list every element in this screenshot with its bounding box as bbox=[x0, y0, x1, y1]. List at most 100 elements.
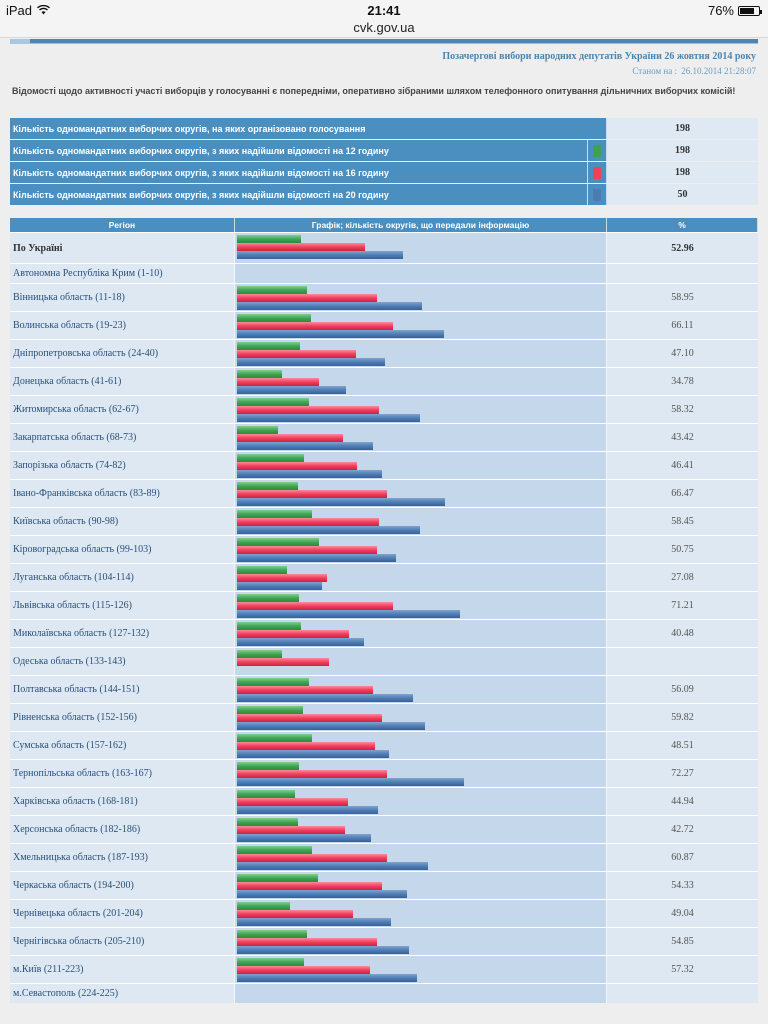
region-name: Тернопільська область (163-167) bbox=[10, 760, 235, 787]
turnout-chart-cell bbox=[235, 816, 607, 843]
table-row: Рівненська область (152-156) 59.82 bbox=[10, 703, 758, 731]
bar-12h bbox=[237, 370, 282, 378]
summary-value: 198 bbox=[607, 140, 758, 161]
as-of-label: Станом на : bbox=[632, 66, 677, 76]
bar-20h bbox=[237, 722, 425, 730]
bar-16h bbox=[237, 826, 345, 834]
bar-20h bbox=[237, 890, 408, 898]
as-of-value: 26.10.2014 21:28:07 bbox=[681, 66, 756, 76]
bar-12h bbox=[237, 286, 307, 294]
table-row: Львівська область (115-126) 71.21 bbox=[10, 591, 758, 619]
bar-12h bbox=[237, 510, 312, 518]
bar-12h bbox=[237, 426, 278, 434]
turnout-chart-cell bbox=[235, 788, 607, 815]
turnout-percent: 54.85 bbox=[607, 928, 758, 955]
region-name: Івано-Франківська область (83-89) bbox=[10, 480, 235, 507]
bar-20h bbox=[237, 918, 391, 926]
battery-percent: 76% bbox=[707, 3, 734, 18]
region-name: Харківська область (168-181) bbox=[10, 788, 235, 815]
legend-swatch-icon bbox=[593, 166, 601, 179]
bar-20h bbox=[237, 330, 445, 338]
summary-label: Кількість одномандатних виборчих округів… bbox=[10, 184, 588, 205]
bar-16h bbox=[237, 882, 382, 890]
bar-12h bbox=[237, 622, 301, 630]
region-name: Чернігівська область (205-210) bbox=[10, 928, 235, 955]
region-name: Черкаська область (194-200) bbox=[10, 872, 235, 899]
ios-status-bar: iPad 21:41 76% cvk.gov.ua bbox=[0, 0, 768, 38]
bar-16h bbox=[237, 966, 370, 974]
table-row: м.Севастополь (224-225) bbox=[10, 983, 758, 1003]
table-row: Миколаївська область (127-132) 40.48 bbox=[10, 619, 758, 647]
turnout-chart-cell bbox=[235, 480, 607, 507]
turnout-percent: 54.33 bbox=[607, 872, 758, 899]
bar-16h bbox=[237, 770, 387, 778]
region-name: Запорізька область (74-82) bbox=[10, 452, 235, 479]
turnout-chart-cell bbox=[235, 928, 607, 955]
table-row: м.Київ (211-223) 57.32 bbox=[10, 955, 758, 983]
table-row: Закарпатська область (68-73) 43.42 bbox=[10, 423, 758, 451]
bar-12h bbox=[237, 706, 304, 714]
table-row: Тернопільська область (163-167) 72.27 bbox=[10, 759, 758, 787]
turnout-percent: 72.27 bbox=[607, 760, 758, 787]
bar-20h bbox=[237, 610, 461, 618]
region-name: Луганська область (104-114) bbox=[10, 564, 235, 591]
bar-20h bbox=[237, 470, 383, 478]
table-row: Житомирська область (62-67) 58.32 bbox=[10, 395, 758, 423]
bar-20h bbox=[237, 386, 347, 394]
summary-label: Кількість одномандатних виборчих округів… bbox=[10, 140, 588, 161]
bar-16h bbox=[237, 434, 343, 442]
bar-16h bbox=[237, 243, 365, 251]
summary-value: 198 bbox=[607, 162, 758, 183]
bar-12h bbox=[237, 958, 304, 966]
bar-20h bbox=[237, 554, 397, 562]
bar-16h bbox=[237, 406, 380, 414]
turnout-percent bbox=[607, 264, 758, 283]
summary-row: Кількість одномандатних виборчих округів… bbox=[10, 184, 758, 205]
turnout-chart-cell bbox=[235, 704, 607, 731]
status-right: 76% bbox=[707, 3, 762, 18]
region-name: Закарпатська область (68-73) bbox=[10, 424, 235, 451]
turnout-chart-cell bbox=[235, 452, 607, 479]
election-title: Позачергові вибори народних депутатів Ук… bbox=[442, 51, 756, 62]
turnout-chart-cell bbox=[235, 564, 607, 591]
table-row: Вінницька область (11-18) 58.95 bbox=[10, 283, 758, 311]
bar-12h bbox=[237, 902, 290, 910]
bar-12h bbox=[237, 566, 287, 574]
turnout-percent: 52.96 bbox=[607, 233, 758, 263]
turnout-percent: 59.82 bbox=[607, 704, 758, 731]
turnout-chart-cell bbox=[235, 760, 607, 787]
device-label: iPad bbox=[6, 3, 33, 18]
turnout-percent: 40.48 bbox=[607, 620, 758, 647]
region-name: Автономна Республіка Крим (1-10) bbox=[10, 264, 235, 283]
turnout-chart-cell bbox=[235, 956, 607, 983]
table-row: Івано-Франківська область (83-89) 66.47 bbox=[10, 479, 758, 507]
bar-16h bbox=[237, 854, 387, 862]
bar-16h bbox=[237, 686, 374, 694]
address-bar[interactable]: cvk.gov.ua bbox=[353, 20, 415, 35]
table-row: Одеська область (133-143) bbox=[10, 647, 758, 675]
bar-20h bbox=[237, 414, 420, 422]
bar-12h bbox=[237, 454, 305, 462]
table-row: Луганська область (104-114) 27.08 bbox=[10, 563, 758, 591]
region-name: Рівненська область (152-156) bbox=[10, 704, 235, 731]
table-row: Сумська область (157-162) 48.51 bbox=[10, 731, 758, 759]
region-name: Одеська область (133-143) bbox=[10, 648, 235, 675]
bar-16h bbox=[237, 714, 383, 722]
region-name: Львівська область (115-126) bbox=[10, 592, 235, 619]
bar-12h bbox=[237, 790, 296, 798]
as-of-timestamp: Станом на : 26.10.2014 21:28:07 bbox=[630, 66, 756, 76]
bar-16h bbox=[237, 350, 356, 358]
bar-20h bbox=[237, 498, 446, 506]
turnout-percent: 56.09 bbox=[607, 676, 758, 703]
turnout-percent: 49.04 bbox=[607, 900, 758, 927]
turnout-chart-cell bbox=[235, 536, 607, 563]
turnout-chart-cell bbox=[235, 648, 607, 675]
bar-20h bbox=[237, 946, 409, 954]
turnout-percent: 46.41 bbox=[607, 452, 758, 479]
bar-12h bbox=[237, 846, 312, 854]
region-name: Волинська область (19-23) bbox=[10, 312, 235, 339]
table-row: Дніпропетровська область (24-40) 47.10 bbox=[10, 339, 758, 367]
page-content: Позачергові вибори народних депутатів Ук… bbox=[0, 39, 768, 1024]
bar-16h bbox=[237, 378, 319, 386]
bar-16h bbox=[237, 798, 348, 806]
